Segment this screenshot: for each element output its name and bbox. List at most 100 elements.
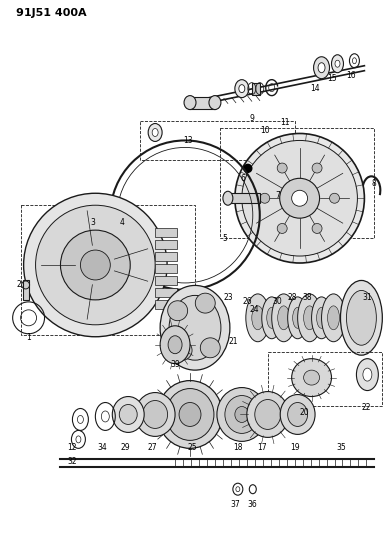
Bar: [155, 300, 177, 309]
Ellipse shape: [255, 400, 281, 430]
Ellipse shape: [223, 191, 233, 205]
Text: 17: 17: [257, 443, 267, 452]
Text: 31: 31: [363, 293, 372, 302]
Text: 19: 19: [290, 443, 300, 452]
Ellipse shape: [346, 290, 376, 345]
Text: 26: 26: [243, 297, 253, 306]
Circle shape: [195, 293, 215, 313]
Text: 20: 20: [300, 408, 309, 417]
Text: 38: 38: [303, 293, 312, 302]
Ellipse shape: [328, 306, 339, 330]
Text: 27: 27: [147, 443, 157, 452]
Ellipse shape: [332, 55, 344, 72]
Text: 29: 29: [121, 443, 130, 452]
Text: 12: 12: [68, 443, 77, 452]
Ellipse shape: [312, 297, 332, 339]
Circle shape: [35, 205, 155, 325]
Ellipse shape: [262, 297, 282, 339]
Bar: [155, 276, 177, 285]
Ellipse shape: [112, 397, 144, 432]
Ellipse shape: [335, 60, 340, 67]
Text: 28: 28: [288, 293, 298, 302]
Text: 15: 15: [328, 74, 337, 83]
Bar: [228, 193, 260, 203]
Bar: [155, 264, 177, 273]
Circle shape: [235, 133, 364, 263]
Circle shape: [292, 190, 308, 206]
Ellipse shape: [179, 402, 201, 426]
Circle shape: [277, 163, 287, 173]
Ellipse shape: [160, 326, 190, 364]
Ellipse shape: [235, 407, 249, 423]
Circle shape: [330, 193, 339, 203]
Circle shape: [60, 230, 130, 300]
Text: 35: 35: [337, 443, 346, 452]
Text: 23: 23: [223, 293, 233, 302]
Ellipse shape: [278, 306, 290, 330]
Text: 11: 11: [280, 118, 289, 127]
Text: 32: 32: [67, 457, 77, 466]
Text: 3: 3: [90, 217, 95, 227]
Ellipse shape: [148, 124, 162, 141]
Circle shape: [312, 223, 322, 233]
Circle shape: [24, 193, 167, 337]
Ellipse shape: [168, 336, 182, 354]
Text: 5: 5: [222, 233, 227, 243]
Text: 4: 4: [120, 217, 125, 227]
Ellipse shape: [303, 370, 319, 385]
Text: 9: 9: [249, 114, 254, 123]
Ellipse shape: [246, 294, 270, 342]
Ellipse shape: [152, 128, 158, 136]
Circle shape: [280, 179, 319, 218]
Ellipse shape: [158, 381, 222, 448]
Ellipse shape: [119, 405, 137, 424]
Ellipse shape: [340, 280, 382, 355]
Text: 36: 36: [247, 499, 257, 508]
Bar: [155, 228, 177, 237]
Text: 2: 2: [16, 280, 21, 289]
Ellipse shape: [321, 294, 346, 342]
Circle shape: [244, 164, 252, 172]
Ellipse shape: [317, 308, 326, 328]
Circle shape: [260, 193, 270, 203]
Text: 13: 13: [183, 136, 193, 145]
Ellipse shape: [252, 306, 264, 330]
Ellipse shape: [280, 394, 315, 434]
Bar: [190, 96, 215, 109]
Text: 7: 7: [275, 191, 280, 200]
Text: 6: 6: [240, 174, 245, 183]
Ellipse shape: [239, 85, 245, 93]
Bar: [220, 128, 374, 238]
Ellipse shape: [143, 400, 168, 429]
Text: 91J51 400A: 91J51 400A: [16, 8, 86, 18]
Ellipse shape: [225, 395, 259, 433]
Ellipse shape: [235, 79, 249, 98]
Ellipse shape: [288, 402, 308, 426]
Ellipse shape: [356, 359, 378, 391]
Bar: [140, 120, 294, 160]
Ellipse shape: [272, 294, 296, 342]
Ellipse shape: [318, 63, 325, 72]
Ellipse shape: [267, 308, 277, 328]
Text: 37: 37: [230, 499, 240, 508]
Ellipse shape: [169, 295, 221, 360]
Circle shape: [277, 223, 287, 233]
Circle shape: [242, 141, 357, 256]
Bar: [155, 288, 177, 297]
Circle shape: [312, 163, 322, 173]
Text: 34: 34: [98, 443, 107, 452]
Bar: [268, 352, 382, 407]
Text: 22: 22: [362, 403, 371, 412]
Bar: [23, 280, 28, 300]
Bar: [252, 83, 260, 95]
Circle shape: [80, 250, 110, 280]
Ellipse shape: [298, 294, 321, 342]
Ellipse shape: [292, 359, 332, 397]
Text: 25: 25: [187, 443, 197, 452]
Bar: [155, 240, 177, 249]
Bar: [155, 252, 177, 261]
Ellipse shape: [314, 56, 330, 79]
Ellipse shape: [135, 392, 175, 437]
Ellipse shape: [217, 387, 267, 441]
Text: 18: 18: [233, 443, 243, 452]
